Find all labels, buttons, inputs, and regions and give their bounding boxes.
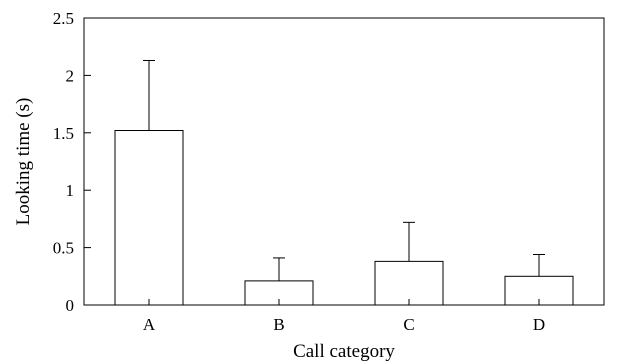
y-tick-label-2: 1 (66, 181, 75, 200)
x-tick-label-D: D (533, 315, 545, 334)
bars (114, 59, 574, 306)
x-axis-title: Call category (293, 341, 395, 362)
x-tick-label-B: B (273, 315, 284, 334)
y-tick-label-4: 2 (66, 66, 75, 85)
y-tick-label-1: 0.5 (53, 239, 74, 258)
x-tick-label-A: A (143, 315, 156, 334)
x-tick-label-C: C (403, 315, 414, 334)
y-tick-label-0: 0 (66, 296, 75, 315)
plot-frame (83, 17, 605, 306)
y-tick-label-3: 1.5 (53, 124, 74, 143)
x-axis-ticks: A B C D (143, 299, 545, 334)
bar-C (374, 260, 444, 306)
bar-A (114, 130, 184, 306)
y-axis-title: Looking time (s) (13, 98, 34, 226)
y-tick-label-5: 2.5 (53, 9, 74, 28)
y-axis-ticks: 0 0.5 1 1.5 2 2.5 (53, 9, 91, 315)
